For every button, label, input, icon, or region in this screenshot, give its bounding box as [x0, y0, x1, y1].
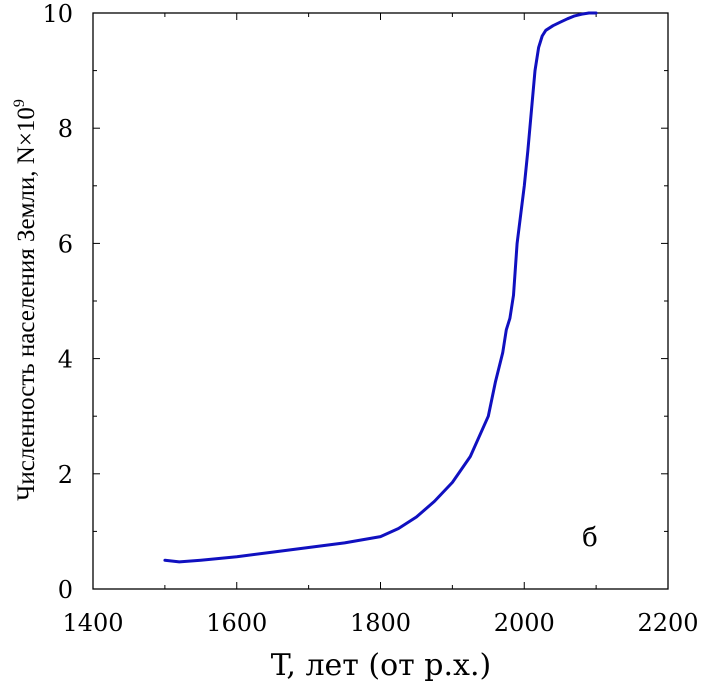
population-curve [163, 11, 598, 564]
y-tick-label: 4 [58, 346, 73, 374]
y-axis-title-main: Численность населения Земли, N×10 [13, 107, 40, 501]
x-tick-label: 2000 [494, 609, 555, 637]
y-tick-label: 0 [58, 576, 73, 604]
x-tick-label: 2200 [637, 609, 698, 637]
panel-label: б [582, 523, 598, 553]
y-tick-label: 10 [42, 0, 73, 28]
plot-border [92, 12, 669, 590]
series-layer [163, 11, 598, 564]
y-tick-label: 8 [58, 115, 73, 143]
y-tick-label: 2 [58, 461, 73, 489]
x-axis-title: T, лет (от р.х.) [271, 648, 491, 683]
y-tick-label: 6 [58, 230, 73, 258]
x-tick-label: 1600 [206, 609, 267, 637]
y-ticks: 0 2 4 6 8 10 [42, 0, 668, 604]
plot-frame [92, 12, 669, 590]
x-tick-label: 1800 [350, 609, 411, 637]
y-axis-title: Численность населения Земли, N×109 [11, 99, 40, 501]
x-ticks: 1400 1600 1800 2000 2200 [62, 13, 699, 637]
x-tick-label: 1400 [62, 609, 123, 637]
y-axis-title-exponent: 9 [11, 99, 28, 107]
